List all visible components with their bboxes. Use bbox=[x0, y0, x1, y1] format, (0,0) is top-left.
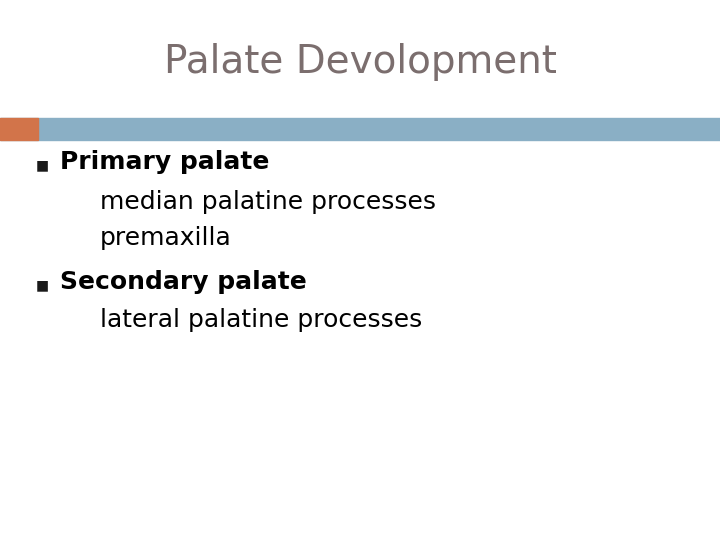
Text: Secondary palate: Secondary palate bbox=[60, 270, 307, 294]
Bar bbox=[0, 118, 720, 140]
Text: Primary palate: Primary palate bbox=[60, 150, 269, 174]
Text: ■: ■ bbox=[35, 158, 48, 172]
Text: lateral palatine processes: lateral palatine processes bbox=[100, 308, 422, 332]
Text: ■: ■ bbox=[35, 278, 48, 292]
Text: Palate Devolopment: Palate Devolopment bbox=[163, 43, 557, 81]
Text: median palatine processes: median palatine processes bbox=[100, 190, 436, 214]
Text: premaxilla: premaxilla bbox=[100, 226, 232, 250]
Bar bbox=[0, 118, 38, 140]
